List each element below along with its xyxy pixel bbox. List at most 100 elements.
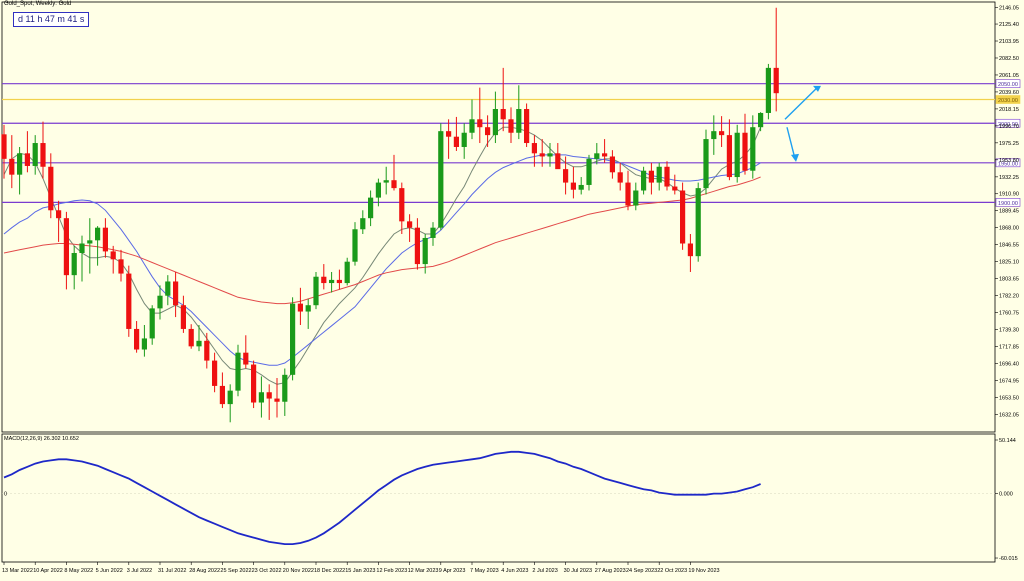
candle-body: [430, 227, 436, 238]
candle-body: [469, 119, 475, 133]
candle-body: [56, 210, 62, 219]
candle-body: [609, 156, 615, 173]
candle-body: [586, 158, 592, 185]
candle-body: [1, 134, 7, 159]
down-arrow-line: [786, 127, 796, 160]
candlesticks: [1, 7, 779, 423]
x-tick-label: 15 Jan 2023: [345, 568, 375, 574]
x-tick-label: 3 Jul 2022: [127, 568, 152, 574]
level-tag: [995, 95, 1021, 104]
candle-body: [508, 119, 514, 133]
candle-body: [227, 390, 233, 405]
candle-body: [734, 132, 740, 178]
candle-body: [282, 374, 288, 402]
y-tick-label: 1632.05: [999, 412, 1019, 418]
bar-countdown: d 11 h 47 m 41 s: [13, 12, 90, 27]
macd-tick-label: 50.144: [999, 438, 1016, 444]
x-tick-label: 7 May 2023: [470, 568, 499, 574]
candle-body: [290, 303, 296, 375]
candle-body: [438, 131, 444, 228]
candle-body: [664, 166, 670, 187]
level-tag: [995, 79, 1021, 88]
candle-body: [141, 338, 147, 350]
candle-body: [446, 131, 452, 137]
level-tag: [995, 198, 1021, 207]
x-tick-label: 8 May 2022: [64, 568, 93, 574]
direction-arrows: [784, 85, 821, 162]
y-tick-label: 1782.20: [999, 294, 1019, 300]
x-tick-label: 24 Sep 2023: [626, 568, 657, 574]
x-tick-label: 27 Aug 2023: [595, 568, 626, 574]
macd-tick-label: -60.015: [999, 556, 1018, 562]
y-tick-label: 1717.85: [999, 344, 1019, 350]
main-plot-area: [1, 1, 996, 563]
candle-body: [500, 109, 506, 120]
y-tick-label: 1932.25: [999, 175, 1019, 181]
y-tick-label: 2018.15: [999, 107, 1019, 113]
candle-body: [570, 182, 576, 190]
candle-body: [274, 398, 280, 402]
candle-body: [188, 328, 194, 347]
y-tick-label: 1910.90: [999, 192, 1019, 198]
x-tick-label: 12 Mar 2023: [408, 568, 439, 574]
candle-body: [48, 166, 54, 211]
level-label: 2030.00: [998, 98, 1018, 104]
candle-body: [399, 188, 405, 222]
candle-body: [79, 243, 85, 253]
candle-body: [95, 227, 101, 241]
main-panel-border: [1, 1, 996, 433]
candle-body: [680, 190, 686, 244]
macd-line: [3, 450, 761, 545]
candle-body: [563, 169, 569, 183]
candle-body: [313, 276, 319, 306]
y-tick-label: 1825.10: [999, 260, 1019, 266]
candle-body: [219, 385, 225, 405]
x-tick-label: 13 Mar 2022: [2, 568, 33, 574]
candle-body: [742, 132, 748, 171]
candle-body: [773, 67, 779, 94]
candle-body: [750, 127, 756, 171]
candle-body: [180, 305, 186, 329]
y-tick-label: 1739.30: [999, 327, 1019, 333]
y-tick-label: 1653.50: [999, 395, 1019, 401]
candle-body: [516, 109, 522, 133]
candle-body: [485, 127, 491, 136]
candle-body: [32, 143, 38, 166]
candle-body: [212, 360, 218, 386]
candle-body: [344, 261, 350, 284]
candle-body: [157, 295, 163, 309]
candle-body: [375, 182, 381, 198]
candle-body: [758, 112, 764, 128]
macd-panel-border: [1, 433, 996, 563]
candle-body: [617, 172, 623, 183]
candle-body: [391, 180, 397, 189]
candle-body: [102, 227, 108, 252]
candle-body: [453, 136, 459, 147]
x-tick-label: 25 Sep 2022: [220, 568, 251, 574]
up-arrow-head: [813, 85, 821, 92]
candle-body: [305, 305, 311, 312]
candle-body: [656, 166, 662, 183]
y-tick-label: 2039.60: [999, 90, 1019, 96]
candle-body: [149, 308, 155, 339]
candle-body: [352, 229, 358, 262]
x-tick-label: 19 Nov 2023: [688, 568, 719, 574]
y-tick-label: 1953.80: [999, 158, 1019, 164]
x-tick-label: 30 Jul 2023: [564, 568, 592, 574]
y-tick-label: 2082.50: [999, 56, 1019, 62]
y-tick-label: 1846.55: [999, 243, 1019, 249]
y-tick-label: 2103.95: [999, 39, 1019, 45]
y-tick-label: 1803.65: [999, 277, 1019, 283]
candle-body: [63, 218, 69, 276]
x-tick-label: 22 Oct 2023: [657, 568, 687, 574]
candle-body: [251, 364, 257, 403]
level-tag: [995, 118, 1021, 128]
candle-body: [524, 109, 530, 144]
candle-body: [235, 352, 241, 391]
candle-body: [695, 188, 701, 257]
level-label: 2050.00: [998, 82, 1018, 88]
candle-body: [531, 143, 537, 154]
candle-body: [368, 197, 374, 219]
